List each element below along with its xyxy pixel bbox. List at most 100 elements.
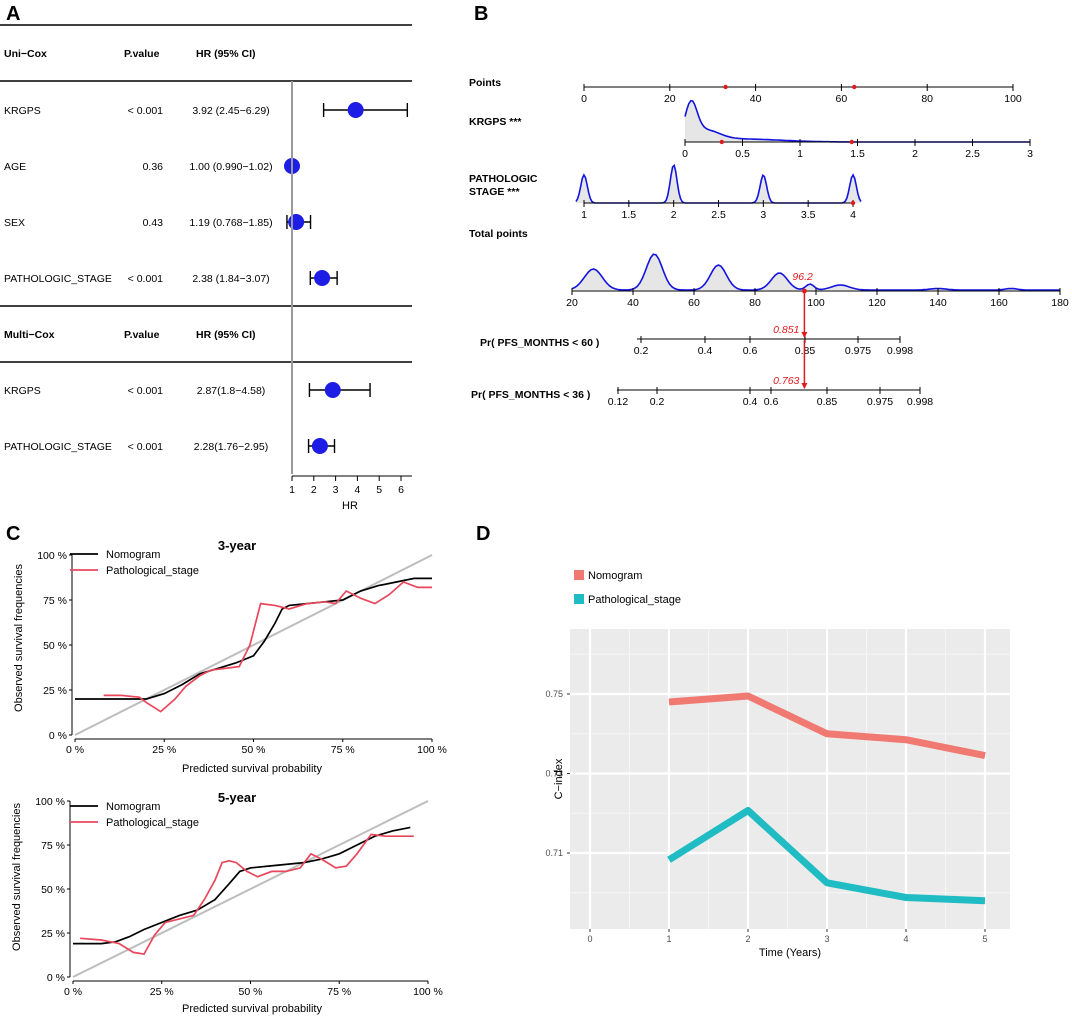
hr-point [314, 270, 331, 286]
scale-label-pr36: Pr( PFS_MONTHS < 36 ) [471, 389, 590, 401]
y-tick-label: 0.73 [545, 769, 563, 779]
x-tick-label: 5 [982, 934, 987, 944]
x-tick-label: 100 % [417, 744, 447, 756]
subplot-title: 5-year [218, 790, 256, 805]
x-tick-label: 2 [311, 484, 317, 496]
hr-point [288, 214, 305, 230]
x-axis-ticks: 1 2 3 4 5 6 [289, 476, 404, 496]
y-axis-label: C−index [553, 758, 565, 799]
subplot-title: 3-year [218, 538, 256, 553]
hr-point [311, 438, 328, 454]
row-label: PATHOLOGIC_STAGE [4, 441, 112, 453]
x-tick-label: 25 % [150, 986, 174, 998]
row-label: PATHOLOGIC_STAGE [4, 273, 112, 285]
row-hr-text: 3.92 (2.45−6.29) [192, 105, 269, 117]
row-pvalue: < 0.001 [128, 441, 163, 453]
x-tick-label: 0 [587, 934, 592, 944]
forest-plot: Uni−Cox P.value HR (95% CI) Multi−Cox P.… [0, 24, 412, 512]
series-pathological-stage [80, 833, 414, 956]
x-tick-label: 1 [289, 484, 295, 496]
y-tick-label: 50 % [43, 640, 67, 652]
pr36-tick-label: 0.6 [764, 396, 779, 408]
row-pvalue: < 0.001 [128, 385, 163, 397]
row-label: KRGPS [4, 385, 41, 397]
krgps-tick-label: 3 [1027, 148, 1033, 160]
uni-pvalue-header: P.value [124, 48, 160, 60]
pr36-tick-label: 0.2 [650, 396, 665, 408]
legend-label-pathological-stage: Pathological_stage [106, 817, 199, 829]
total-points-tick-label: 100 [807, 297, 825, 309]
x-tick-label: 2 [745, 934, 750, 944]
pr60-tick-label: 0.998 [887, 345, 913, 357]
total-points-value: 96.2 [792, 271, 813, 283]
y-tick-label: 75 % [41, 840, 65, 852]
arrow-head-pr60 [801, 332, 808, 338]
x-tick-label: 0 % [66, 744, 84, 756]
panel-label-c: C [6, 523, 20, 545]
x-tick-label: 25 % [152, 744, 176, 756]
x-tick-label: 5 [376, 484, 382, 496]
stage-tick-label: 4 [850, 209, 856, 221]
uni-hr-header: HR (95% CI) [196, 48, 256, 60]
y-axis-label-5year: Observed survival frequencies [11, 803, 23, 951]
row-hr-text: 2.28(1.76−2.95) [194, 441, 268, 453]
multi-pvalue-header: P.value [124, 329, 160, 341]
multi-hr-header: HR (95% CI) [196, 329, 256, 341]
stage-tick-label: 2 [671, 209, 677, 221]
hr-point [324, 382, 341, 398]
y-tick-label: 50 % [41, 884, 65, 896]
row-hr-text: 1.00 (0.990−1.02) [189, 161, 272, 173]
series-pathological-stage [667, 807, 986, 905]
scale-label-pr60: Pr( PFS_MONTHS < 60 ) [480, 337, 599, 349]
row-label: KRGPS [4, 105, 41, 117]
total-points-tick-label: 20 [566, 297, 578, 309]
points-tick-label: 20 [664, 93, 676, 105]
points-tick-label: 80 [921, 93, 933, 105]
row-pvalue: < 0.001 [128, 105, 163, 117]
x-tick-label: 1 [666, 934, 671, 944]
multi-cox-header: Multi−Cox [4, 329, 55, 341]
diagonal-reference [72, 800, 429, 978]
total-points-tick-label: 140 [929, 297, 947, 309]
diagonal-reference [74, 554, 433, 736]
row-hr-text: 2.38 (1.84−3.07) [192, 273, 269, 285]
y-tick-label: 0.71 [545, 848, 563, 858]
krgps-marker [849, 139, 854, 145]
y-tick-label: 25 % [41, 928, 65, 940]
stage-tick-label: 3 [760, 209, 766, 221]
hr-point [347, 102, 364, 118]
arrow-head-pr36 [801, 383, 808, 389]
x-tick-label: 4 [354, 484, 360, 496]
x-tick-label: 75 % [327, 986, 351, 998]
x-tick-label: 50 % [239, 986, 263, 998]
stage-tick-label: 3.5 [801, 209, 816, 221]
y-tick-label: 25 % [43, 685, 67, 697]
row-label: AGE [4, 161, 26, 173]
stage-tick-label: 1.5 [622, 209, 637, 221]
pr60-tick-label: 0.4 [698, 345, 713, 357]
pr60-value: 0.851 [773, 324, 799, 336]
krgps-tick-label: 0.5 [735, 148, 750, 160]
series-pathological-stage [103, 581, 432, 713]
x-axis-label: HR [342, 500, 358, 512]
pr36-tick-label: 0.12 [608, 396, 629, 408]
stage-density-curve [575, 163, 862, 204]
krgps-density-curve [684, 99, 1030, 143]
points-marker [852, 84, 857, 90]
scale-label-krgps: KRGPS *** [469, 116, 522, 128]
stage-density-fill [576, 165, 861, 203]
scale-label-stage-line1: PATHOLOGIC [469, 173, 538, 185]
row-pvalue: 0.43 [143, 217, 164, 229]
nomogram-markers: 96.2 0.851 0.763 [719, 84, 857, 389]
panel-label-b: B [474, 3, 488, 25]
row-hr-text: 2.87(1.8−4.58) [197, 385, 266, 397]
forest-rows: KRGPS < 0.001 3.92 (2.45−6.29) AGE 0.36 1.00 … [4, 102, 409, 454]
calibration-3year: 0 % 0 % 25 % 25 % 50 % 50 % 75 % 75 % 100 % 100 %… [37, 538, 447, 756]
y-axis-label-3year: Observed survival frequencies [13, 564, 25, 712]
krgps-tick-label: 2.5 [965, 148, 980, 160]
plot-panel [570, 629, 1010, 929]
x-tick-label: 3 [824, 934, 829, 944]
x-tick-label: 6 [398, 484, 404, 496]
row-label: SEX [4, 217, 25, 229]
nomogram: Points KRGPS *** PATHOLOGIC STAGE *** To… [469, 77, 1069, 408]
